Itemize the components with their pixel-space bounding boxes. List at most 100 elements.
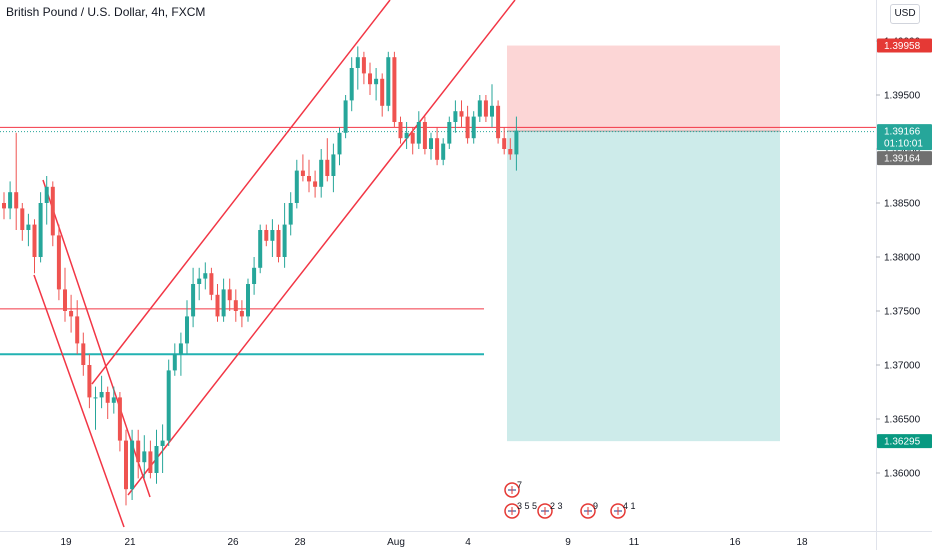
candle-body — [361, 57, 366, 74]
candle-body — [81, 343, 86, 365]
price-tick-label: 1.39500 — [884, 91, 921, 102]
candle — [178, 332, 183, 376]
candle — [258, 224, 263, 274]
candle — [221, 278, 226, 322]
candle — [349, 57, 354, 112]
candle — [300, 154, 305, 182]
candle-body — [343, 100, 348, 133]
time-tick-label: 21 — [124, 537, 136, 548]
candle — [325, 138, 330, 182]
candle-body — [313, 181, 318, 187]
event-count: 3 5 5 — [517, 501, 537, 511]
candle — [441, 138, 446, 166]
short-position-tool[interactable] — [507, 45, 780, 442]
channel-upper-line[interactable] — [91, 0, 391, 385]
candle-body — [197, 278, 202, 284]
candle — [172, 343, 177, 376]
candle-body — [477, 100, 482, 117]
candle-body — [111, 397, 116, 403]
candle — [294, 159, 299, 209]
candle-body — [75, 316, 80, 344]
economic-events[interactable]: 7 3 5 5 2 3 9 4 1 — [504, 480, 636, 519]
candle-body — [508, 149, 513, 155]
candle — [319, 149, 324, 198]
countdown-tag: 01:10:01 — [884, 139, 923, 150]
candle-body — [483, 100, 488, 117]
candle — [392, 51, 397, 128]
stop-loss-tag: 1.39958 — [884, 41, 921, 52]
candle-body — [20, 208, 25, 230]
currency-button[interactable]: USD — [890, 4, 920, 24]
candle-body — [307, 176, 311, 182]
candle-body — [252, 267, 257, 284]
candle-body — [99, 392, 104, 398]
candle — [404, 122, 409, 149]
event-marker[interactable]: 3 5 5 — [504, 501, 537, 519]
candle — [239, 300, 244, 328]
time-tick-label: 26 — [227, 537, 239, 548]
candle — [380, 73, 385, 117]
event-marker[interactable]: 9 — [580, 501, 598, 519]
candle-body — [380, 78, 385, 106]
candle — [38, 192, 43, 263]
event-marker[interactable]: 4 1 — [610, 501, 636, 519]
candle-body — [441, 143, 446, 160]
candle — [203, 262, 208, 290]
candle-body — [496, 105, 501, 139]
candle — [307, 159, 311, 193]
candle-body — [44, 186, 49, 203]
candle — [276, 224, 281, 263]
stop-loss-zone[interactable] — [507, 45, 780, 132]
time-tick-label: 16 — [729, 537, 741, 548]
price-tick-label: 1.38500 — [884, 199, 921, 210]
event-marker[interactable]: 7 — [504, 480, 522, 498]
candle — [87, 354, 92, 409]
candle-body — [191, 284, 196, 317]
candle — [246, 278, 250, 322]
candle-body — [209, 273, 214, 295]
candle-body — [386, 57, 391, 106]
take-profit-zone[interactable] — [507, 131, 780, 442]
candle-body — [325, 159, 330, 176]
candle — [99, 375, 104, 409]
candle-body — [105, 392, 110, 403]
candle — [264, 224, 269, 247]
candle-body — [246, 284, 250, 317]
event-count: 9 — [593, 501, 598, 511]
candle-body — [404, 132, 409, 139]
time-tick-label: 9 — [565, 537, 571, 548]
candle — [148, 440, 153, 479]
candle-body — [221, 289, 226, 317]
candle — [368, 62, 372, 95]
candle — [337, 127, 342, 166]
chart-title: British Pound / U.S. Dollar, 4h, FXCM — [6, 5, 206, 19]
candle — [130, 429, 135, 500]
candle-body — [185, 316, 189, 344]
candle — [227, 278, 232, 311]
candle — [422, 116, 427, 155]
price-tick-label: 1.38000 — [884, 253, 921, 264]
candle-body — [124, 440, 128, 490]
candle — [374, 68, 379, 101]
candle-body — [2, 203, 6, 209]
candle-body — [337, 132, 342, 155]
time-tick-label: 11 — [629, 537, 640, 548]
candle — [453, 100, 458, 133]
candle — [508, 138, 513, 160]
candle-body — [282, 224, 287, 257]
candle-body — [514, 130, 519, 155]
candle-body — [355, 57, 360, 68]
time-axis[interactable]: 19 21 26 28 Aug 4 9 11 16 18 — [60, 537, 808, 548]
event-marker[interactable]: 2 3 — [537, 501, 563, 519]
candle — [185, 300, 189, 355]
candle-body — [471, 116, 476, 139]
candle — [93, 386, 98, 430]
candle-body — [239, 311, 244, 317]
channel-lower-line[interactable] — [127, 0, 516, 496]
event-count: 4 1 — [623, 501, 636, 511]
time-tick-label: 19 — [60, 537, 72, 548]
candle-body — [264, 230, 269, 241]
wedge-outer-line[interactable] — [33, 274, 125, 528]
candle — [26, 213, 31, 247]
